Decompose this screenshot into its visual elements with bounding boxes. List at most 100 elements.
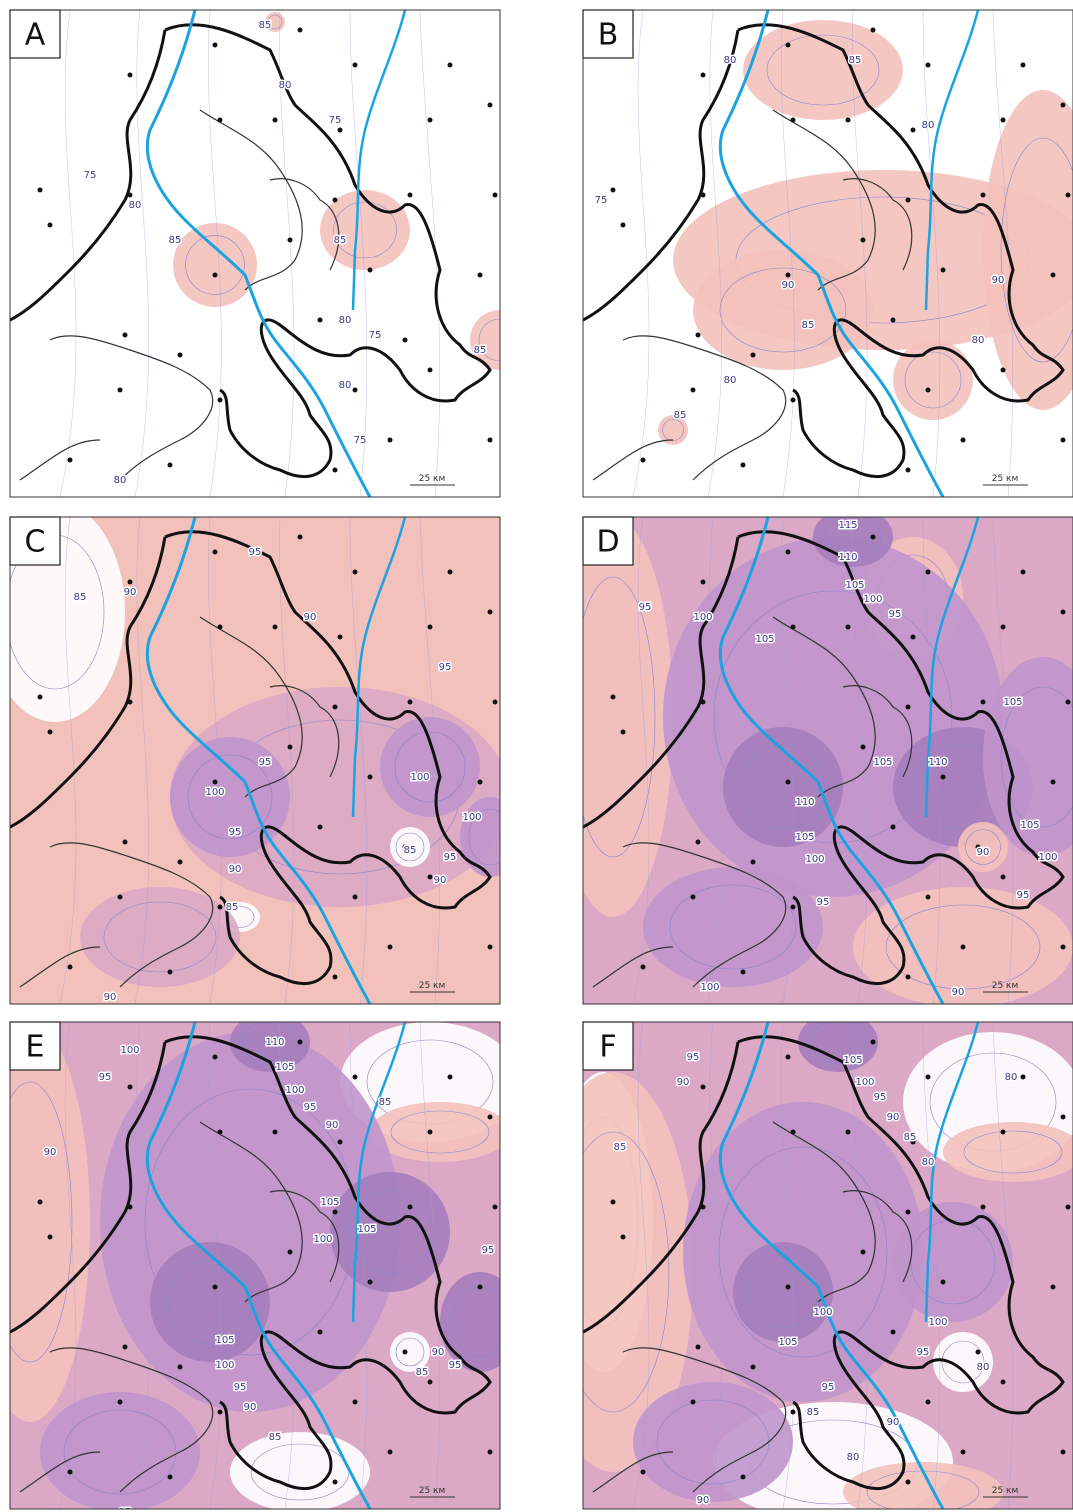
station: [741, 463, 746, 468]
station: [961, 945, 966, 950]
contour-label: 80: [339, 380, 352, 391]
contour-label: 100: [700, 982, 719, 993]
station: [941, 1280, 946, 1285]
station: [353, 1075, 358, 1080]
station: [218, 1130, 223, 1135]
station: [213, 1055, 218, 1060]
station: [38, 695, 43, 700]
station: [123, 840, 128, 845]
contour-label: 95: [304, 1102, 317, 1113]
station: [333, 468, 338, 473]
contour-label: 105: [1003, 697, 1022, 708]
contour-label: 100: [863, 594, 882, 605]
station: [218, 905, 223, 910]
contour-label: 100: [805, 854, 824, 865]
contour-label: 85: [259, 20, 272, 31]
contour-label: 90: [124, 587, 137, 598]
station: [123, 333, 128, 338]
station: [318, 318, 323, 323]
panel-letter: D: [596, 525, 619, 560]
panel-letter: B: [598, 18, 619, 53]
station: [48, 223, 53, 228]
contour-label: 85: [416, 1367, 429, 1378]
station: [478, 1285, 483, 1290]
station: [861, 745, 866, 750]
station: [701, 1085, 706, 1090]
contour-label: 85: [614, 1142, 627, 1153]
station: [611, 188, 616, 193]
station: [791, 1410, 796, 1415]
contour-label: 95: [249, 547, 262, 558]
scale-label: 25 км: [992, 981, 1019, 991]
map-body: 8580757580858580758580758025 км: [10, 10, 530, 497]
contour-label: 100: [855, 1077, 874, 1088]
station: [1021, 1075, 1026, 1080]
contour-label: 85: [674, 410, 687, 421]
contour-label: 100: [462, 812, 481, 823]
station: [1001, 875, 1006, 880]
contour-label: 95: [817, 897, 830, 908]
contour-label: 100: [215, 1360, 234, 1371]
station: [448, 570, 453, 575]
station: [1061, 610, 1066, 615]
scale-label: 25 км: [992, 1486, 1019, 1496]
contour-label: 95: [687, 1052, 700, 1063]
contour-label: 85: [802, 320, 815, 331]
station: [428, 1130, 433, 1135]
contour-label: 85: [404, 845, 417, 856]
station: [493, 193, 498, 198]
contour-label: 95: [639, 602, 652, 613]
station: [68, 1470, 73, 1475]
map-panel: 8085807590859080808525 кмB: [583, 10, 1073, 497]
station: [298, 28, 303, 33]
station: [428, 875, 433, 880]
station: [1051, 1285, 1056, 1290]
scale-label: 25 км: [419, 474, 446, 484]
station: [926, 1075, 931, 1080]
contour-label: 85: [269, 1432, 282, 1443]
station: [751, 1365, 756, 1370]
figure: 8580757580858580758580758025 кмA80858075…: [0, 0, 1073, 1512]
station: [891, 318, 896, 323]
station: [621, 730, 626, 735]
contour-label: 105: [755, 634, 774, 645]
station: [333, 975, 338, 980]
station: [976, 1350, 981, 1355]
station: [871, 535, 876, 540]
contour-label: 95: [229, 827, 242, 838]
station: [1021, 63, 1026, 68]
station: [846, 118, 851, 123]
contour-label: 80: [279, 80, 292, 91]
map-body: 8085807590859080808525 км: [583, 10, 1073, 497]
contour-label: 80: [922, 120, 935, 131]
station: [128, 73, 133, 78]
panel-letter: A: [25, 18, 46, 53]
station: [333, 705, 338, 710]
station: [846, 625, 851, 630]
station: [926, 388, 931, 393]
contour-label: 100: [313, 1234, 332, 1245]
contour-label: 80: [339, 315, 352, 326]
contour-label: 95: [874, 1092, 887, 1103]
panel-letter: E: [26, 1030, 45, 1065]
station: [791, 1130, 796, 1135]
station: [846, 1130, 851, 1135]
contour-label: 90: [952, 987, 965, 998]
map-body: 9590105100959085808085105100100959585908…: [533, 1012, 1073, 1512]
station: [288, 745, 293, 750]
station: [488, 945, 493, 950]
station: [273, 118, 278, 123]
station: [1001, 118, 1006, 123]
station: [213, 1285, 218, 1290]
contour-label: 100: [205, 787, 224, 798]
station: [318, 825, 323, 830]
station: [1066, 1205, 1071, 1210]
station: [178, 1365, 183, 1370]
station: [338, 128, 343, 133]
station: [353, 63, 358, 68]
station: [926, 895, 931, 900]
contour-label: 105: [873, 757, 892, 768]
contour-label: 80: [922, 1157, 935, 1168]
station: [701, 1205, 706, 1210]
